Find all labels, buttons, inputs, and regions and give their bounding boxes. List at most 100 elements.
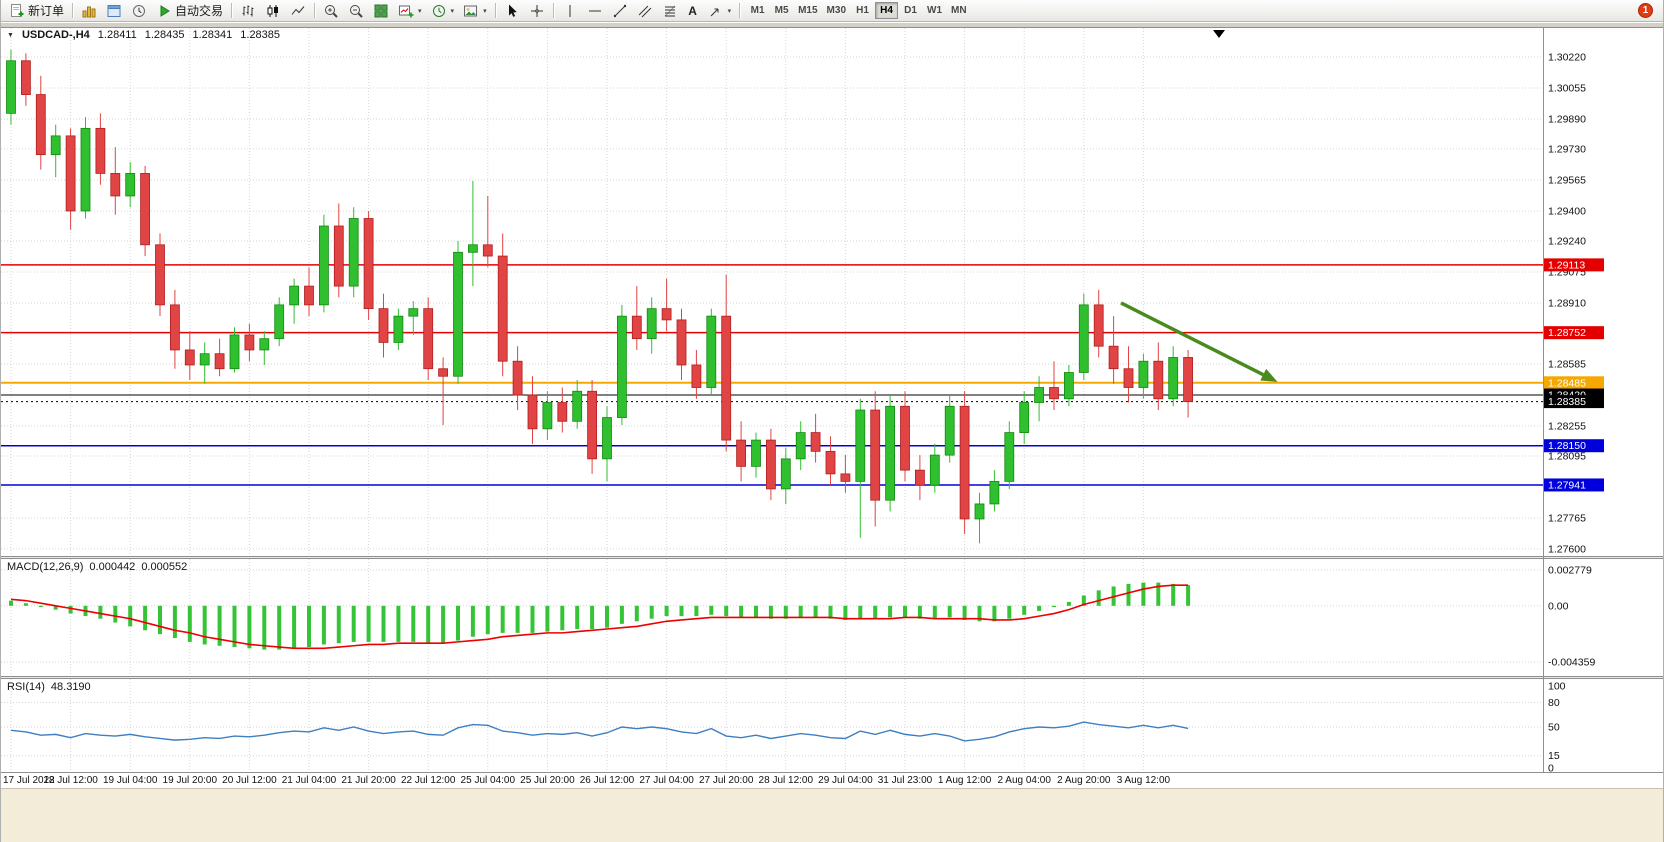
candle	[1004, 421, 1015, 489]
svg-text:1.28150: 1.28150	[1548, 440, 1586, 452]
svg-text:1.29400: 1.29400	[1548, 205, 1586, 217]
candle	[6, 49, 16, 125]
frame-strip	[1, 23, 1663, 27]
candle	[229, 327, 240, 373]
candle	[35, 75, 46, 170]
svg-text:0.002779: 0.002779	[1548, 564, 1592, 576]
tile-windows-icon	[374, 4, 388, 17]
symbol-caret-icon[interactable]: ▼	[7, 32, 14, 39]
timeframe-m5-button[interactable]: M5	[774, 5, 789, 16]
candle	[1049, 361, 1059, 411]
zoom-out-icon	[350, 4, 363, 18]
candle	[65, 128, 76, 230]
new-chart-button[interactable]	[77, 1, 101, 21]
ohlc-high: 1.28435	[144, 29, 185, 41]
candle	[1034, 376, 1044, 422]
text-tool-button[interactable]: A	[683, 1, 703, 21]
candle	[20, 53, 31, 106]
dropdown-caret-icon: ▾	[727, 7, 732, 15]
candlestick-mode-button[interactable]	[261, 1, 285, 21]
profiles-button[interactable]	[102, 1, 126, 21]
autotrading-play-icon	[160, 4, 170, 17]
candle	[423, 297, 434, 380]
crosshair-tool-button[interactable]	[525, 1, 549, 21]
line-chart-mode-button[interactable]	[286, 1, 310, 21]
profiles-icon	[107, 4, 121, 17]
svg-text:15: 15	[1548, 750, 1560, 762]
macd-value-main: 0.000442	[89, 561, 136, 573]
zoom-in-button[interactable]	[319, 1, 343, 21]
new-chart-plus-icon	[399, 5, 414, 17]
toolbar-separator	[231, 3, 233, 18]
candle	[214, 338, 225, 377]
dropdown-caret-icon: ▾	[418, 7, 422, 15]
svg-text:21 Jul 04:00: 21 Jul 04:00	[282, 775, 337, 786]
toolbar-right: 1	[1638, 3, 1659, 18]
candle	[1153, 342, 1164, 411]
trendline-tool-button[interactable]	[608, 1, 632, 21]
svg-text:2 Aug 20:00: 2 Aug 20:00	[1057, 775, 1111, 786]
svg-text:1.29565: 1.29565	[1548, 174, 1586, 186]
svg-text:18 Jul 12:00: 18 Jul 12:00	[43, 775, 98, 786]
svg-text:27 Jul 04:00: 27 Jul 04:00	[639, 775, 694, 786]
timeframe-d1-button[interactable]: D1	[904, 5, 917, 16]
dropdown-caret-icon: ▾	[483, 7, 487, 15]
new-chart-dropdown-button[interactable]: ▾	[394, 1, 426, 21]
arrows-tool-button[interactable]: ▾	[704, 1, 736, 21]
toolbar-separator	[739, 3, 741, 18]
price-tag-1.28150: 1.28150	[1544, 439, 1604, 453]
timeframe-w1-button[interactable]: W1	[927, 5, 942, 16]
line-chart-mode-icon	[291, 5, 305, 15]
zoom-out-button[interactable]	[344, 1, 368, 21]
timeframe-m1-button[interactable]: M1	[750, 5, 765, 16]
fibonacci-tool-button[interactable]	[658, 1, 682, 21]
candle	[1168, 346, 1179, 407]
svg-text:17 Jul 2022: 17 Jul 2022	[3, 775, 55, 786]
svg-text:1.29730: 1.29730	[1548, 144, 1586, 156]
footer-strip	[1, 788, 1663, 842]
horizontal-line-tool-button[interactable]	[583, 1, 607, 21]
candle	[1064, 364, 1074, 407]
tile-windows-button[interactable]	[369, 1, 393, 21]
candle	[1138, 353, 1149, 399]
macd-label-row: MACD(12,26,9) 0.000442 0.000552	[7, 561, 187, 573]
candle	[155, 233, 165, 317]
chart-shift-marker-icon[interactable]	[1213, 30, 1225, 38]
svg-text:22 Jul 12:00: 22 Jul 12:00	[401, 775, 456, 786]
timeframe-mn-button[interactable]: MN	[951, 5, 967, 16]
timeframe-h1-button[interactable]: H1	[856, 5, 869, 16]
svg-text:1.30055: 1.30055	[1548, 82, 1586, 94]
candle	[825, 436, 836, 486]
new-order-button[interactable]: 新订单	[5, 1, 68, 21]
panel-borders	[1, 27, 1663, 789]
periods-dropdown-button[interactable]: ▾	[427, 1, 459, 21]
fibonacci-icon	[664, 5, 675, 16]
candle	[587, 379, 597, 474]
macd-value-signal: 0.000552	[141, 561, 188, 573]
candle	[50, 124, 61, 178]
autotrading-label: 自动交易	[175, 4, 224, 18]
candlestick-mode-icon	[267, 4, 279, 17]
cursor-tool-button[interactable]	[500, 1, 524, 21]
candle	[736, 421, 746, 482]
timeframe-h4-button[interactable]: H4	[875, 2, 898, 19]
vertical-line-tool-button[interactable]	[558, 1, 582, 21]
candle	[602, 406, 612, 482]
rsi-title: RSI(14)	[7, 681, 45, 693]
ohlc-low: 1.28341	[192, 29, 233, 41]
autotrading-button[interactable]: 自动交易	[152, 1, 227, 21]
svg-text:26 Jul 12:00: 26 Jul 12:00	[580, 775, 635, 786]
timeframe-m30-button[interactable]: M30	[826, 5, 846, 16]
channel-tool-button[interactable]	[633, 1, 657, 21]
templates-dropdown-button[interactable]: ▾	[459, 1, 491, 21]
rsi-line	[10, 721, 1189, 742]
horizontal-line-icon	[588, 10, 601, 11]
price-tags: 1.291131.287521.284851.284201.283851.281…	[1544, 258, 1604, 492]
candle	[929, 443, 940, 493]
trend-arrow[interactable]	[1120, 301, 1278, 382]
timeframe-m15-button[interactable]: M15	[798, 5, 818, 16]
market-watch-button[interactable]	[127, 1, 151, 21]
bar-chart-mode-button[interactable]	[236, 1, 260, 21]
candle	[542, 391, 553, 441]
notification-badge[interactable]: 1	[1638, 3, 1653, 18]
